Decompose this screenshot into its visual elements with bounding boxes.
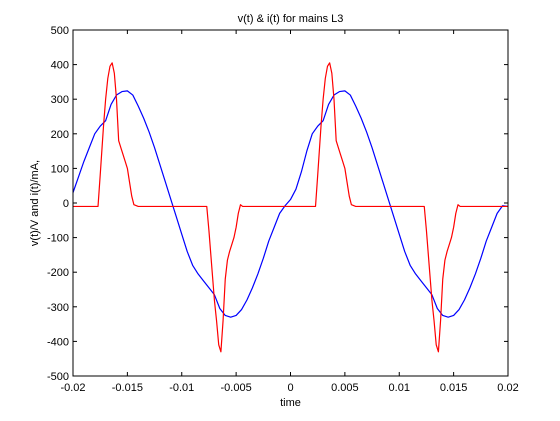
x-tick-label: -0.01 (169, 382, 194, 394)
y-tick-label: 400 (51, 60, 69, 72)
y-tick-label: 0 (63, 198, 69, 210)
y-tick-label: -400 (47, 336, 69, 348)
y-tick-label: 200 (51, 129, 69, 141)
x-tick-label: -0.015 (112, 382, 143, 394)
y-tick-label: -300 (47, 302, 69, 314)
y-tick-label: 500 (51, 25, 69, 37)
y-tick-label: 100 (51, 163, 69, 175)
x-tick-label: 0 (287, 382, 293, 394)
x-tick-label: 0.01 (389, 382, 410, 394)
y-tick-label: -200 (47, 267, 69, 279)
y-axis-label: v(t)/V and i(t)/mA, (29, 160, 41, 246)
plot-area (73, 30, 508, 376)
x-tick-label: 0.02 (497, 382, 518, 394)
y-tick-label: -500 (47, 371, 69, 383)
y-tick-label: -100 (47, 233, 69, 245)
x-axis-label: time (280, 397, 301, 409)
tick-layer: -0.02 -0.015 -0.01 -0.005 0 0.005 0.01 0.015 0.0… (47, 25, 519, 394)
x-tick-label: -0.02 (60, 382, 85, 394)
chart-title: v(t) & i(t) for mains L3 (238, 13, 344, 25)
x-tick-label: 0.005 (331, 382, 359, 394)
x-tick-label: -0.005 (221, 382, 252, 394)
x-tick-label: 0.015 (440, 382, 468, 394)
y-tick-label: 300 (51, 94, 69, 106)
series-line-1 (73, 62, 508, 353)
series-layer (72, 62, 509, 353)
series-line-0 (72, 90, 509, 318)
